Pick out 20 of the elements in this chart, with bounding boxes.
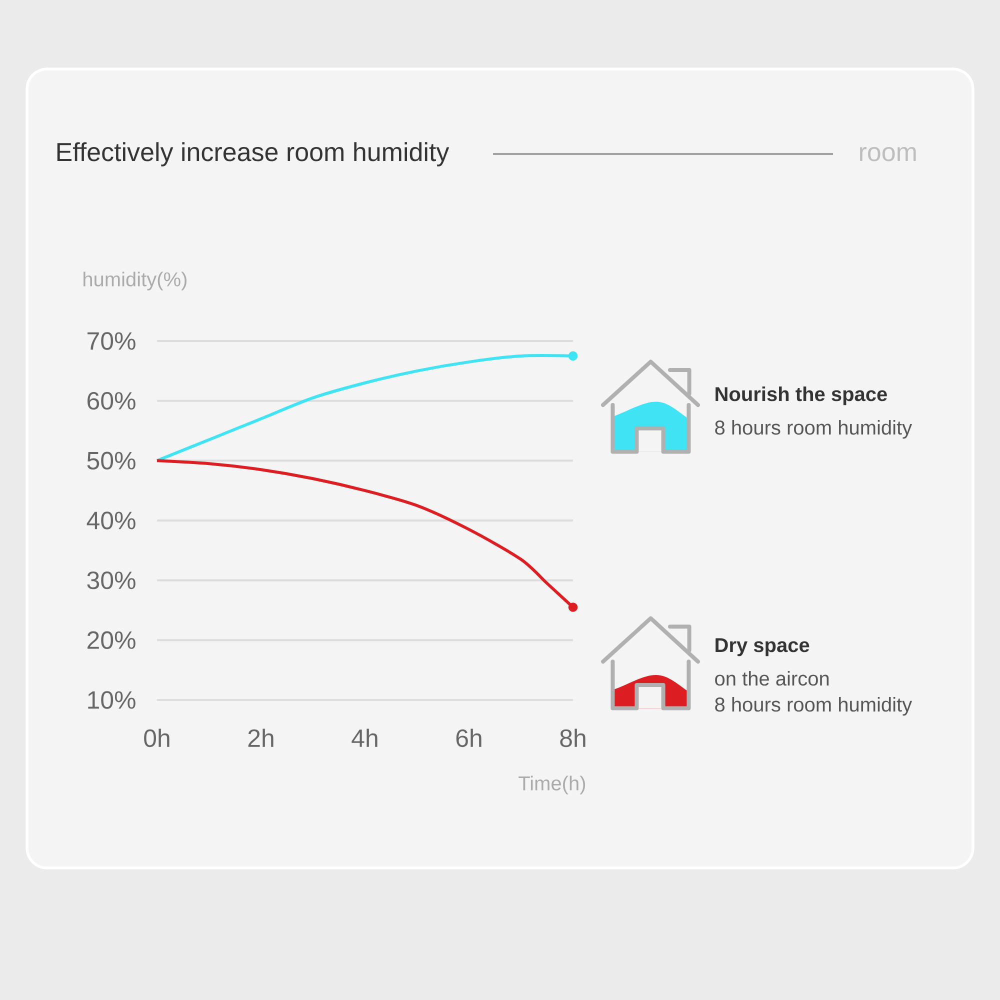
text: 8 hours room humidity — [715, 420, 912, 439]
x-axis-title: Time(h) — [518, 776, 586, 794]
x-tick-label: 8h — [560, 728, 586, 748]
y-tick-label: 20% — [88, 631, 136, 650]
x-tick-label: 6h — [456, 728, 482, 748]
y-tick-label: 60% — [88, 392, 136, 410]
y-tick-label: 10% — [88, 691, 136, 709]
text: Nourish the space — [716, 386, 887, 406]
y-axis-title: humidity(%) — [84, 272, 186, 290]
x-tick-label: 4h — [352, 728, 378, 747]
x-tick-label: 0h — [144, 728, 170, 748]
y-tick-label: 30% — [87, 571, 136, 590]
y-tick-label: 50% — [87, 452, 136, 470]
y-tick-label: 40% — [86, 512, 136, 530]
text: 8 hours room humidity — [715, 697, 912, 716]
y-tick-label: 70% — [88, 332, 136, 350]
x-tick-label: 2h — [248, 728, 274, 747]
text: Dry space — [716, 638, 810, 656]
text: on the aircon — [715, 671, 829, 686]
chart-title: Effectively increase room humidity — [57, 142, 450, 166]
